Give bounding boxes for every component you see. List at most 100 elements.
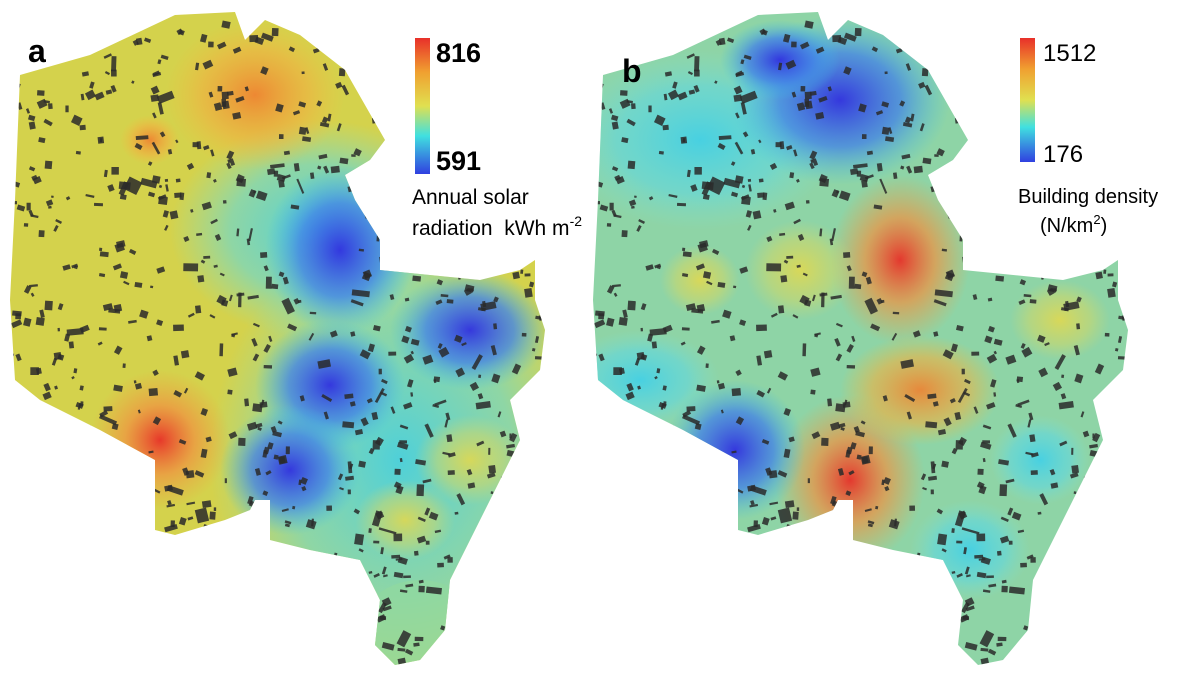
- building: [475, 586, 481, 593]
- building: [897, 661, 902, 669]
- building: [1120, 119, 1129, 129]
- building: [93, 543, 103, 552]
- building: [336, 27, 339, 33]
- building: [117, 570, 121, 573]
- building: [99, 248, 102, 252]
- building: [467, 288, 474, 291]
- building: [82, 47, 87, 51]
- building: [598, 58, 602, 63]
- building: [302, 71, 305, 74]
- building: [16, 397, 22, 399]
- building: [1131, 400, 1139, 402]
- building: [1107, 288, 1116, 298]
- building: [595, 465, 600, 468]
- building: [694, 56, 699, 71]
- building: [1042, 596, 1047, 605]
- building: [406, 66, 413, 70]
- building: [516, 604, 525, 611]
- building: [15, 639, 19, 646]
- building: [666, 561, 674, 568]
- building: [170, 579, 177, 584]
- building: [754, 607, 757, 611]
- building: [835, 403, 845, 412]
- building: [85, 425, 91, 430]
- building: [535, 16, 541, 23]
- building: [707, 548, 710, 552]
- building: [522, 54, 528, 60]
- building: [887, 566, 890, 570]
- building: [655, 28, 665, 37]
- building: [792, 601, 798, 604]
- building: [80, 652, 86, 657]
- building: [1112, 135, 1116, 140]
- building: [969, 87, 979, 96]
- building: [1118, 16, 1124, 23]
- building: [861, 180, 868, 188]
- building: [652, 648, 656, 655]
- building: [666, 567, 671, 575]
- building: [780, 635, 785, 641]
- building: [463, 638, 468, 644]
- building: [134, 380, 137, 383]
- building: [537, 140, 544, 147]
- building: [884, 566, 890, 568]
- building: [791, 560, 797, 564]
- building: [212, 628, 221, 635]
- building: [534, 186, 539, 190]
- building: [981, 238, 985, 244]
- building: [87, 520, 96, 526]
- building: [12, 436, 16, 440]
- building: [821, 293, 825, 308]
- building: [821, 438, 828, 446]
- building: [923, 13, 932, 18]
- building: [959, 236, 962, 242]
- building: [1095, 272, 1103, 280]
- building: [597, 566, 601, 572]
- building: [713, 592, 717, 596]
- building: [961, 28, 969, 36]
- building: [1037, 89, 1050, 97]
- building: [514, 562, 519, 569]
- building: [645, 636, 654, 643]
- building: [916, 585, 922, 594]
- building: [538, 504, 541, 511]
- building: [494, 523, 497, 527]
- building: [1117, 497, 1122, 501]
- building: [599, 475, 603, 478]
- building: [1038, 115, 1049, 125]
- building: [292, 636, 301, 642]
- building: [810, 390, 815, 395]
- building: [658, 557, 661, 565]
- building: [236, 548, 241, 552]
- building: [36, 317, 45, 326]
- building: [544, 334, 554, 350]
- building: [937, 44, 945, 53]
- building: [922, 68, 929, 76]
- building: [1071, 465, 1079, 474]
- building: [191, 634, 197, 641]
- building: [628, 161, 636, 170]
- building: [12, 310, 22, 316]
- building: [1114, 481, 1124, 491]
- building: [100, 575, 110, 580]
- building: [1058, 544, 1069, 548]
- building: [1105, 333, 1110, 337]
- building: [531, 481, 541, 491]
- building: [209, 601, 215, 604]
- building: [511, 144, 516, 150]
- building: [849, 277, 855, 289]
- building: [709, 575, 714, 582]
- building: [595, 436, 599, 440]
- building: [383, 99, 388, 106]
- building: [430, 135, 433, 138]
- building: [515, 409, 517, 412]
- building: [509, 17, 516, 23]
- building: [1062, 607, 1067, 613]
- building: [850, 578, 854, 583]
- building: [1132, 359, 1135, 364]
- building: [401, 52, 404, 57]
- building: [324, 555, 332, 562]
- building: [176, 178, 181, 182]
- building: [1126, 223, 1132, 229]
- building: [429, 208, 438, 217]
